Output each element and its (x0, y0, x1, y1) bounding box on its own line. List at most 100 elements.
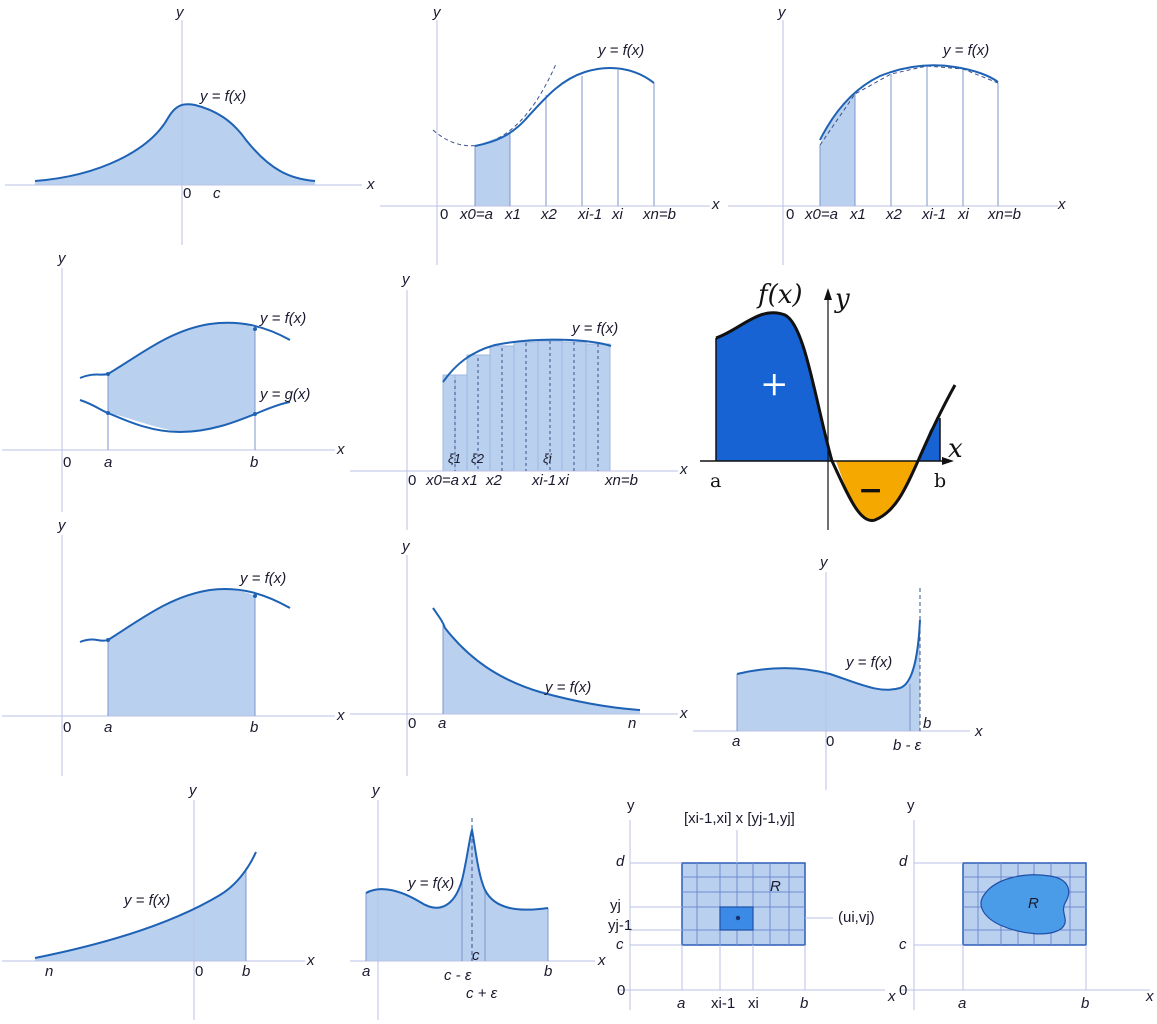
b-label: b (923, 715, 931, 732)
tick-x1: x1 (849, 206, 866, 223)
tick-xi-1: xi-1 (921, 206, 946, 223)
f-curve (79, 587, 291, 643)
x-axis-label: x (597, 952, 606, 969)
R-label: R (770, 878, 781, 895)
d-label: d (616, 853, 625, 870)
b-label: b (250, 454, 258, 471)
x-axis-label: x (711, 196, 720, 213)
curve-label: y = f(x) (544, 679, 591, 696)
origin-label: 0 (899, 982, 907, 999)
xi-label: xi (748, 995, 759, 1012)
n-label: n (45, 963, 53, 980)
origin-label: 0 (440, 206, 448, 223)
panel-signed-area: f(x) y x + − a b (700, 280, 963, 530)
x-axis-label: x (336, 707, 345, 724)
x-axis-label: x (366, 176, 375, 193)
f-curve (79, 321, 291, 379)
tick-x1: x1 (461, 472, 478, 489)
curve-label: y = f(x) (407, 875, 454, 892)
b-label: b (250, 719, 258, 736)
tick-xn: xn=b (987, 206, 1021, 223)
tick-labels: x0=a x1 x2 xi-1 xi xn=b (459, 206, 676, 223)
x-axis-label: x (336, 441, 345, 458)
sample-point (735, 915, 741, 921)
origin-label: 0 (408, 472, 416, 489)
x-axis-label: x (887, 988, 896, 1005)
origin-label: 0 (63, 719, 71, 736)
xi-1-label: xi-1 (711, 995, 735, 1012)
tick-xi: xi (957, 206, 970, 223)
tick-x2: x2 (540, 206, 558, 223)
region-rect (681, 862, 806, 946)
a-label: a (677, 995, 685, 1012)
b-label: b (242, 963, 250, 980)
panel-improper-infinite: y x y = f(x) 0 a n (350, 538, 688, 776)
f-curve (736, 619, 921, 691)
tick-xi: xi (557, 472, 570, 489)
curve-label: y = f(x) (123, 892, 170, 909)
region-R (980, 874, 1070, 935)
c-label: c (472, 947, 480, 964)
panel-definite-integral: y x y = f(x) 0 a b (2, 517, 345, 776)
g-curve (79, 399, 291, 434)
a-label: a (438, 715, 446, 732)
yj-label: yj (610, 897, 621, 914)
a-label: a (958, 995, 966, 1012)
origin-label: 0 (826, 733, 834, 750)
tick-x2: x2 (885, 206, 903, 223)
tick-xi-1: xi-1 (577, 206, 602, 223)
tick-xi-1: xi-1 (531, 472, 556, 489)
xii-label: ξi (543, 451, 553, 466)
y-axis-label: y (627, 797, 635, 814)
tick-xn: xn=b (604, 472, 638, 489)
f-curve (474, 66, 655, 147)
x-axis-label: x (974, 723, 983, 740)
f-curve (34, 103, 316, 182)
panel-chord-approx: y x y = f(x) 0 x0=a x1 x2 xi-1 xi xn=b (728, 4, 1066, 265)
panel-general-region: y x 0 R d c a b (899, 797, 1154, 1012)
b-label: b (1081, 995, 1089, 1012)
tick-x1: x1 (504, 206, 521, 223)
y-axis-label: y (907, 797, 915, 814)
xi1-label: ξ1 (448, 451, 461, 466)
g-label: y = g(x) (259, 386, 310, 403)
tick-x0: x0=a (459, 206, 493, 223)
a-label: a (104, 719, 112, 736)
y-axis-label: y (401, 271, 411, 288)
b-label: b (800, 995, 808, 1012)
y-axis-label: y (57, 517, 67, 534)
y-axis-label: y (777, 4, 787, 21)
d-label: d (899, 853, 908, 870)
a-label: a (710, 470, 721, 492)
b-label: b (544, 963, 552, 980)
panel-improper-left-infinite: y x y = f(x) 0 n b (2, 782, 315, 1020)
f-curve (365, 826, 549, 911)
y-axis-label: y (188, 782, 198, 799)
n-label: n (628, 715, 636, 732)
curve-label: y = f(x) (571, 320, 618, 337)
tick-x0: x0=a (425, 472, 459, 489)
subrect-label: [xi-1,xi] x [yj-1,yj] (684, 810, 795, 827)
tick-x2: x2 (485, 472, 503, 489)
panel-area-between-curves: y x y = f(x) y = g(x) 0 a b (2, 250, 345, 512)
c-label: c (899, 936, 907, 953)
plus-sign: + (760, 364, 789, 404)
tick-x0: x0=a (804, 206, 838, 223)
origin-label: 0 (195, 963, 203, 980)
a-label: a (362, 963, 370, 980)
f-label: y = f(x) (259, 310, 306, 327)
tick-labels: x0=a x1 x2 xi-1 xi xn=b (804, 206, 1021, 223)
y-axis-label: y (819, 554, 829, 571)
f-curve (715, 311, 957, 522)
origin-label: 0 (183, 185, 191, 202)
c-minus-eps-label: c - ε (444, 967, 472, 984)
panel-secant-approx: y x y = f(x) 0 x0=a x1 x2 xi-1 xi xn=b (380, 4, 720, 265)
origin-label: 0 (786, 206, 794, 223)
origin-label: 0 (408, 715, 416, 732)
curve-label: y = f(x) (199, 88, 246, 105)
curve-label: y = f(x) (845, 654, 892, 671)
curve-label: y = f(x) (239, 570, 286, 587)
uv-label: (ui,vj) (838, 909, 875, 926)
fx-label: f(x) (756, 280, 803, 310)
